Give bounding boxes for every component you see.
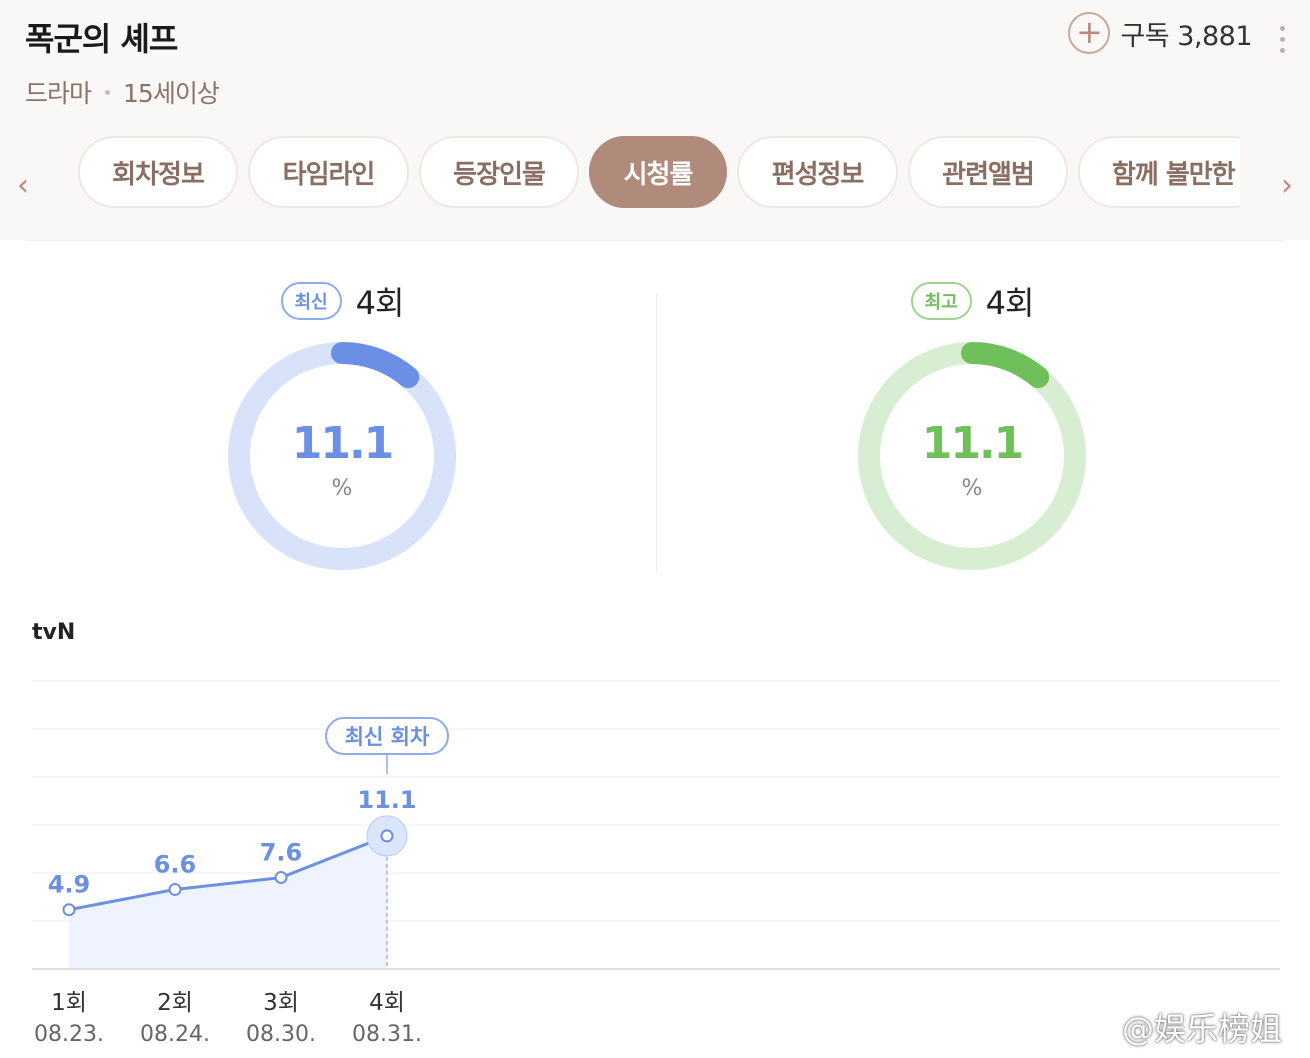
latest-episode: 4회 [355,284,405,322]
x-tick-episode: 1회 [51,990,87,1016]
annotation-pill [325,717,449,755]
latest-episode-annotation: 최신 회차 [325,717,449,774]
tab-schedule[interactable]: 편성정보 [737,136,898,208]
data-label: 6.6 [154,850,197,878]
latest-ring-fill [228,342,456,570]
tab-list: 회차정보 타임라인 등장인물 시청률 편성정보 관련앨범 함께 볼만한 [78,136,1240,208]
tab-recommended[interactable]: 함께 볼만한 [1078,136,1240,208]
data-point [168,882,182,896]
age-rating-label: 15세이상 [123,79,220,108]
best-rating-ring [858,342,1086,570]
data-point [274,871,288,885]
watermark: @娱乐榜姐 [1046,1004,1282,1050]
plus-icon: + [1068,12,1111,54]
weibo-logo-icon [1050,1009,1116,1046]
data-point [62,903,76,917]
tab-bar: ‹ 회차정보 타임라인 등장인물 시청률 편성정보 관련앨범 함께 볼만한 › [0,128,1310,240]
chart-area-fill [69,835,387,968]
meta-separator [105,89,111,95]
best-ring-fill [858,342,1086,570]
latest-rating-value: 11.1 [291,418,395,469]
tab-episode-info[interactable]: 회차정보 [78,136,238,208]
tab-timeline[interactable]: 타임라인 [248,136,409,208]
tab-ratings[interactable]: 시청률 [589,136,727,208]
stat-divider [656,294,657,572]
program-title: 폭군의 셰프 [25,20,178,58]
tab-albums[interactable]: 관련앨범 [908,136,1068,208]
series-line [68,834,388,912]
x-tick-date: 08.24. [140,1022,210,1047]
x-axis-labels: 1회 08.23. 2회 08.24. 3회 08.30. 4회 08.31. [34,990,422,1047]
x-tick-date: 08.30. [246,1022,316,1047]
x-tick-episode: 2회 [157,990,193,1016]
more-options-icon[interactable] [1280,26,1288,59]
subscribe-button[interactable]: + 구독 3,881 [1068,12,1252,54]
data-label: 11.1 [357,786,416,814]
latest-rating-card: 최신 4회 11.1 % [212,278,472,578]
program-header: 폭군의 셰프 드라마 15세이상 + 구독 3,881 [0,0,1310,128]
annotation-text: 최신 회차 [345,725,430,749]
network-label: tvN [32,620,76,645]
data-labels: 4.9 6.6 7.6 11.1 [48,786,417,899]
data-label: 7.6 [260,839,303,867]
watermark-text: @娱乐榜姐 [1122,1010,1283,1048]
chevron-right-icon[interactable]: › [1281,168,1293,203]
x-tick-date: 08.23. [34,1022,104,1047]
best-badge: 최고 [910,282,972,320]
best-rating-value: 11.1 [921,418,1025,469]
data-label: 4.9 [48,871,91,899]
latest-badge: 최신 [280,282,342,320]
genre-label: 드라마 [25,79,92,108]
best-rating-unit: % [961,476,983,501]
latest-rating-ring [228,342,456,570]
data-points [62,815,408,917]
tab-cast[interactable]: 등장인물 [419,136,579,208]
x-tick-date: 08.31. [352,1022,422,1047]
x-tick-episode: 3회 [263,990,299,1016]
latest-rating-unit: % [331,476,353,501]
ratings-line-chart: 4.9 6.6 7.6 11.1 최신 회차 1회 08.23. 2회 08.24. 3회 08… [32,680,1280,1047]
data-point [380,829,394,843]
program-meta: 드라마 15세이상 [25,74,220,110]
divider [26,240,1284,241]
x-tick-episode: 4회 [369,990,405,1016]
chevron-left-icon[interactable]: ‹ [17,168,29,203]
best-episode: 4회 [985,284,1035,322]
subscribe-count: 구독 3,881 [1120,20,1252,52]
best-rating-card: 최고 4회 11.1 % [842,278,1102,578]
